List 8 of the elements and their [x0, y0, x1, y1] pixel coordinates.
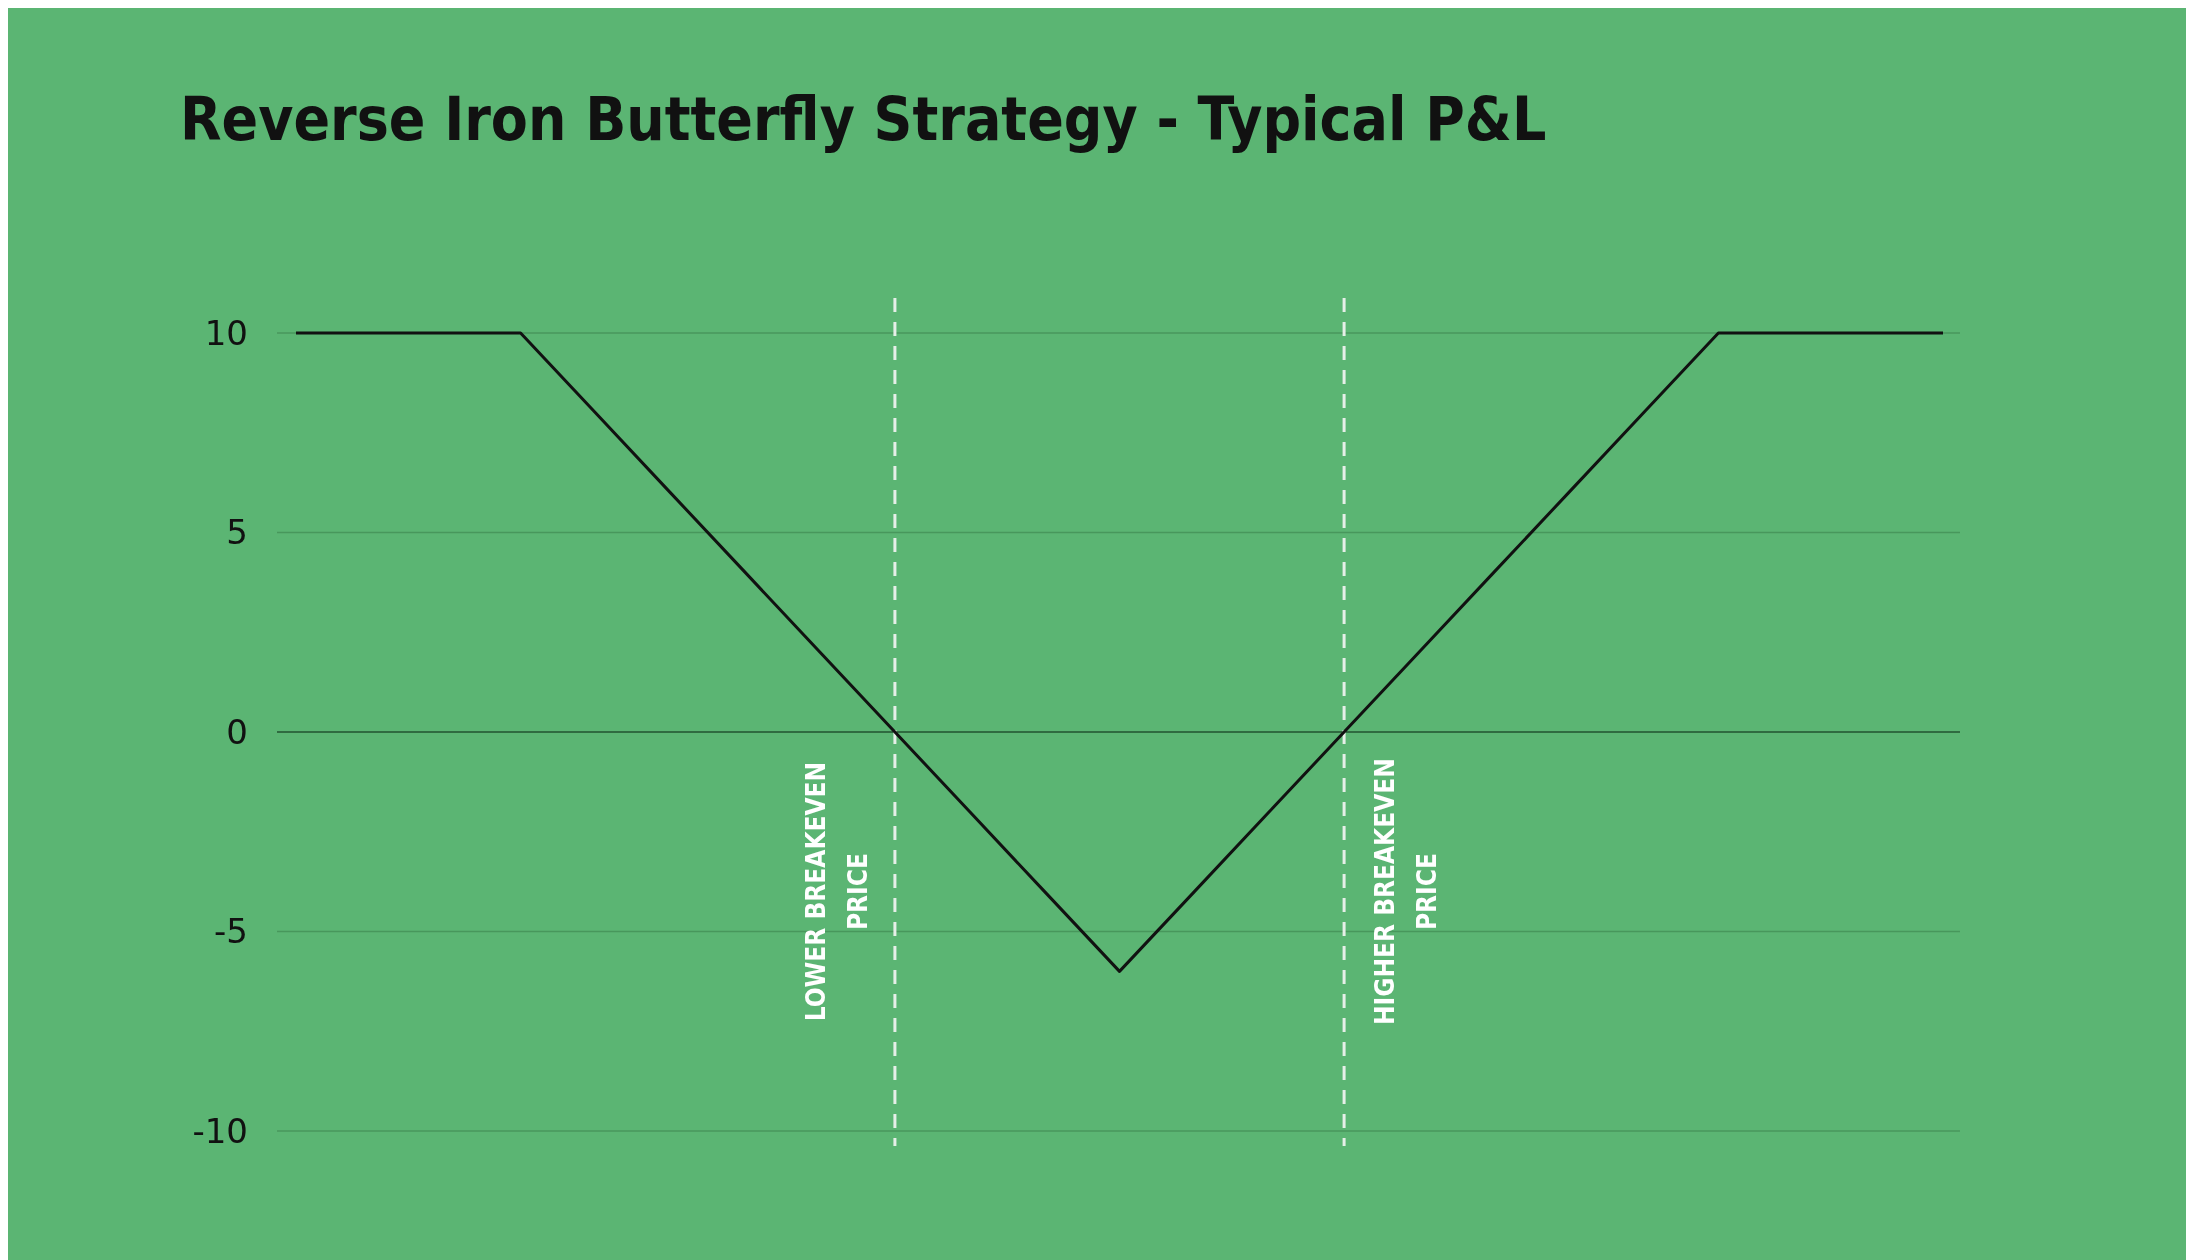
- y-tick-label: -5: [214, 911, 248, 952]
- annotation: HIGHER BREAKEVEN PRICE: [1370, 758, 1443, 1026]
- annotation: LOWER BREAKEVEN PRICE: [800, 761, 873, 1022]
- y-tick-label: 10: [204, 312, 248, 353]
- y-tick-label: 0: [226, 711, 248, 752]
- y-tick-label: 5: [226, 512, 248, 553]
- chart-title: Reverse Iron Butterfly Strategy - Typical P&L: [180, 84, 1547, 154]
- y-tick-label: -10: [192, 1110, 248, 1151]
